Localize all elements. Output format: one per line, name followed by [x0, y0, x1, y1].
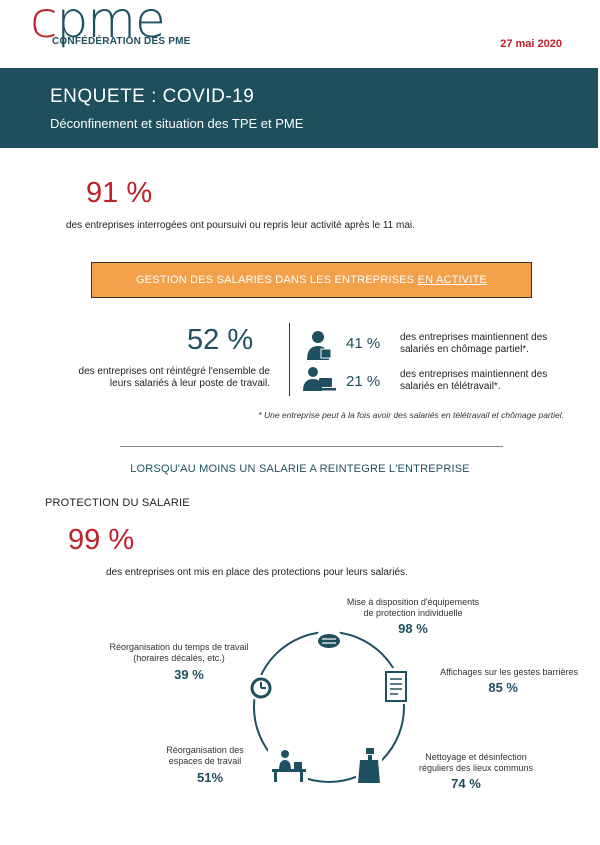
- measure-affichages-line1: Affichages sur les gestes barrières: [440, 667, 578, 677]
- chomage-percent: 41 %: [346, 335, 381, 352]
- measure-affichages: Affichages sur les gestes barrières 85 %: [418, 667, 578, 695]
- reintegration-text: des entreprises ont réintégré l'ensemble…: [60, 366, 270, 390]
- measure-nettoyage: Nettoyage et désinfection réguliers des …: [396, 752, 556, 791]
- divider-vertical: [289, 323, 290, 396]
- logo-rest: pme: [56, 0, 166, 49]
- teletravail-percent: 21 %: [346, 373, 381, 390]
- activity-percent: 91 %: [86, 177, 153, 209]
- measure-temps-value: 39 %: [174, 667, 204, 682]
- divider-horizontal: [120, 446, 503, 447]
- reintegration-percent: 52 %: [187, 324, 254, 356]
- reintegration-text-line2: leurs salariés à leur poste de travail.: [109, 378, 270, 389]
- gestion-banner: GESTION DES SALARIES DANS LES ENTREPRISE…: [91, 262, 532, 298]
- chomage-text-line1: des entreprises maintiennent des: [400, 332, 548, 343]
- reintegration-text-line1: des entreprises ont réintégré l'ensemble…: [78, 366, 270, 377]
- banner-title: ENQUETE : COVID-19: [50, 86, 255, 107]
- publication-date: 27 mai 2020: [500, 38, 562, 50]
- measure-affichages-value: 85 %: [488, 680, 518, 695]
- section-heading: LORSQU'AU MOINS UN SALARIE A REINTEGRE L…: [130, 463, 470, 475]
- worker-icon: [307, 331, 332, 360]
- measure-nettoyage-line1: Nettoyage et désinfection: [425, 752, 527, 762]
- measure-nettoyage-line2: réguliers des lieux communs: [418, 763, 534, 773]
- measure-temps-line1: Réorganisation du temps de travail: [109, 642, 249, 652]
- protection-percent: 99 %: [68, 524, 135, 556]
- activity-text: des entreprises interrogées ont poursuiv…: [66, 220, 415, 231]
- teletravail-text-line2: salariés en télétravail*.: [400, 381, 501, 392]
- logo-subtitle: CONFÉDÉRATION DES PME: [52, 36, 191, 47]
- measure-equipements-line2: de protection individuelle: [363, 608, 463, 618]
- teletravail-text-line1: des entreprises maintiennent des: [400, 369, 548, 380]
- section-subheading: PROTECTION DU SALARIE: [45, 497, 190, 509]
- measure-espaces: Réorganisation des espaces de travail 51…: [150, 745, 260, 785]
- chomage-text: des entreprises maintiennent des salarié…: [400, 332, 547, 356]
- desk-icon: [268, 748, 308, 782]
- measure-temps-line2: (horaires décalés, etc.): [133, 653, 225, 663]
- mask-icon: [316, 627, 342, 653]
- measure-espaces-line1: Réorganisation des: [166, 745, 244, 755]
- measure-temps: Réorganisation du temps de travail (hora…: [100, 642, 258, 682]
- spray-icon: [356, 742, 382, 784]
- measure-nettoyage-value: 74 %: [451, 776, 481, 791]
- gestion-label-underlined: EN ACTIVITE: [417, 274, 488, 286]
- measure-equipements-value: 98 %: [398, 621, 428, 636]
- protection-text: des entreprises ont mis en place des pro…: [106, 567, 408, 578]
- title-banner: ENQUETE : COVID-19 Déconfinement et situ…: [0, 68, 598, 148]
- chomage-text-line2: salariés en chômage partiel*.: [400, 344, 529, 355]
- measure-espaces-line2: espaces de travail: [168, 756, 242, 766]
- gestion-label: GESTION DES SALARIES DANS LES ENTREPRISE…: [135, 274, 418, 286]
- clock-icon: [248, 675, 274, 701]
- measure-espaces-value: 51%: [196, 770, 224, 785]
- footnote: * Une entreprise peut à la fois avoir de…: [258, 410, 564, 420]
- teletravail-text: des entreprises maintiennent des salarié…: [400, 369, 547, 393]
- cpme-logo: cpme: [30, 0, 166, 45]
- laptop-worker-icon: [303, 367, 336, 391]
- measure-equipements-line1: Mise à disposition d'équipements: [346, 597, 480, 607]
- measure-equipements: Mise à disposition d'équipements de prot…: [318, 597, 508, 636]
- banner-subtitle: Déconfinement et situation des TPE et PM…: [50, 116, 304, 131]
- logo-c: c: [30, 0, 57, 49]
- poster-icon: [384, 668, 410, 704]
